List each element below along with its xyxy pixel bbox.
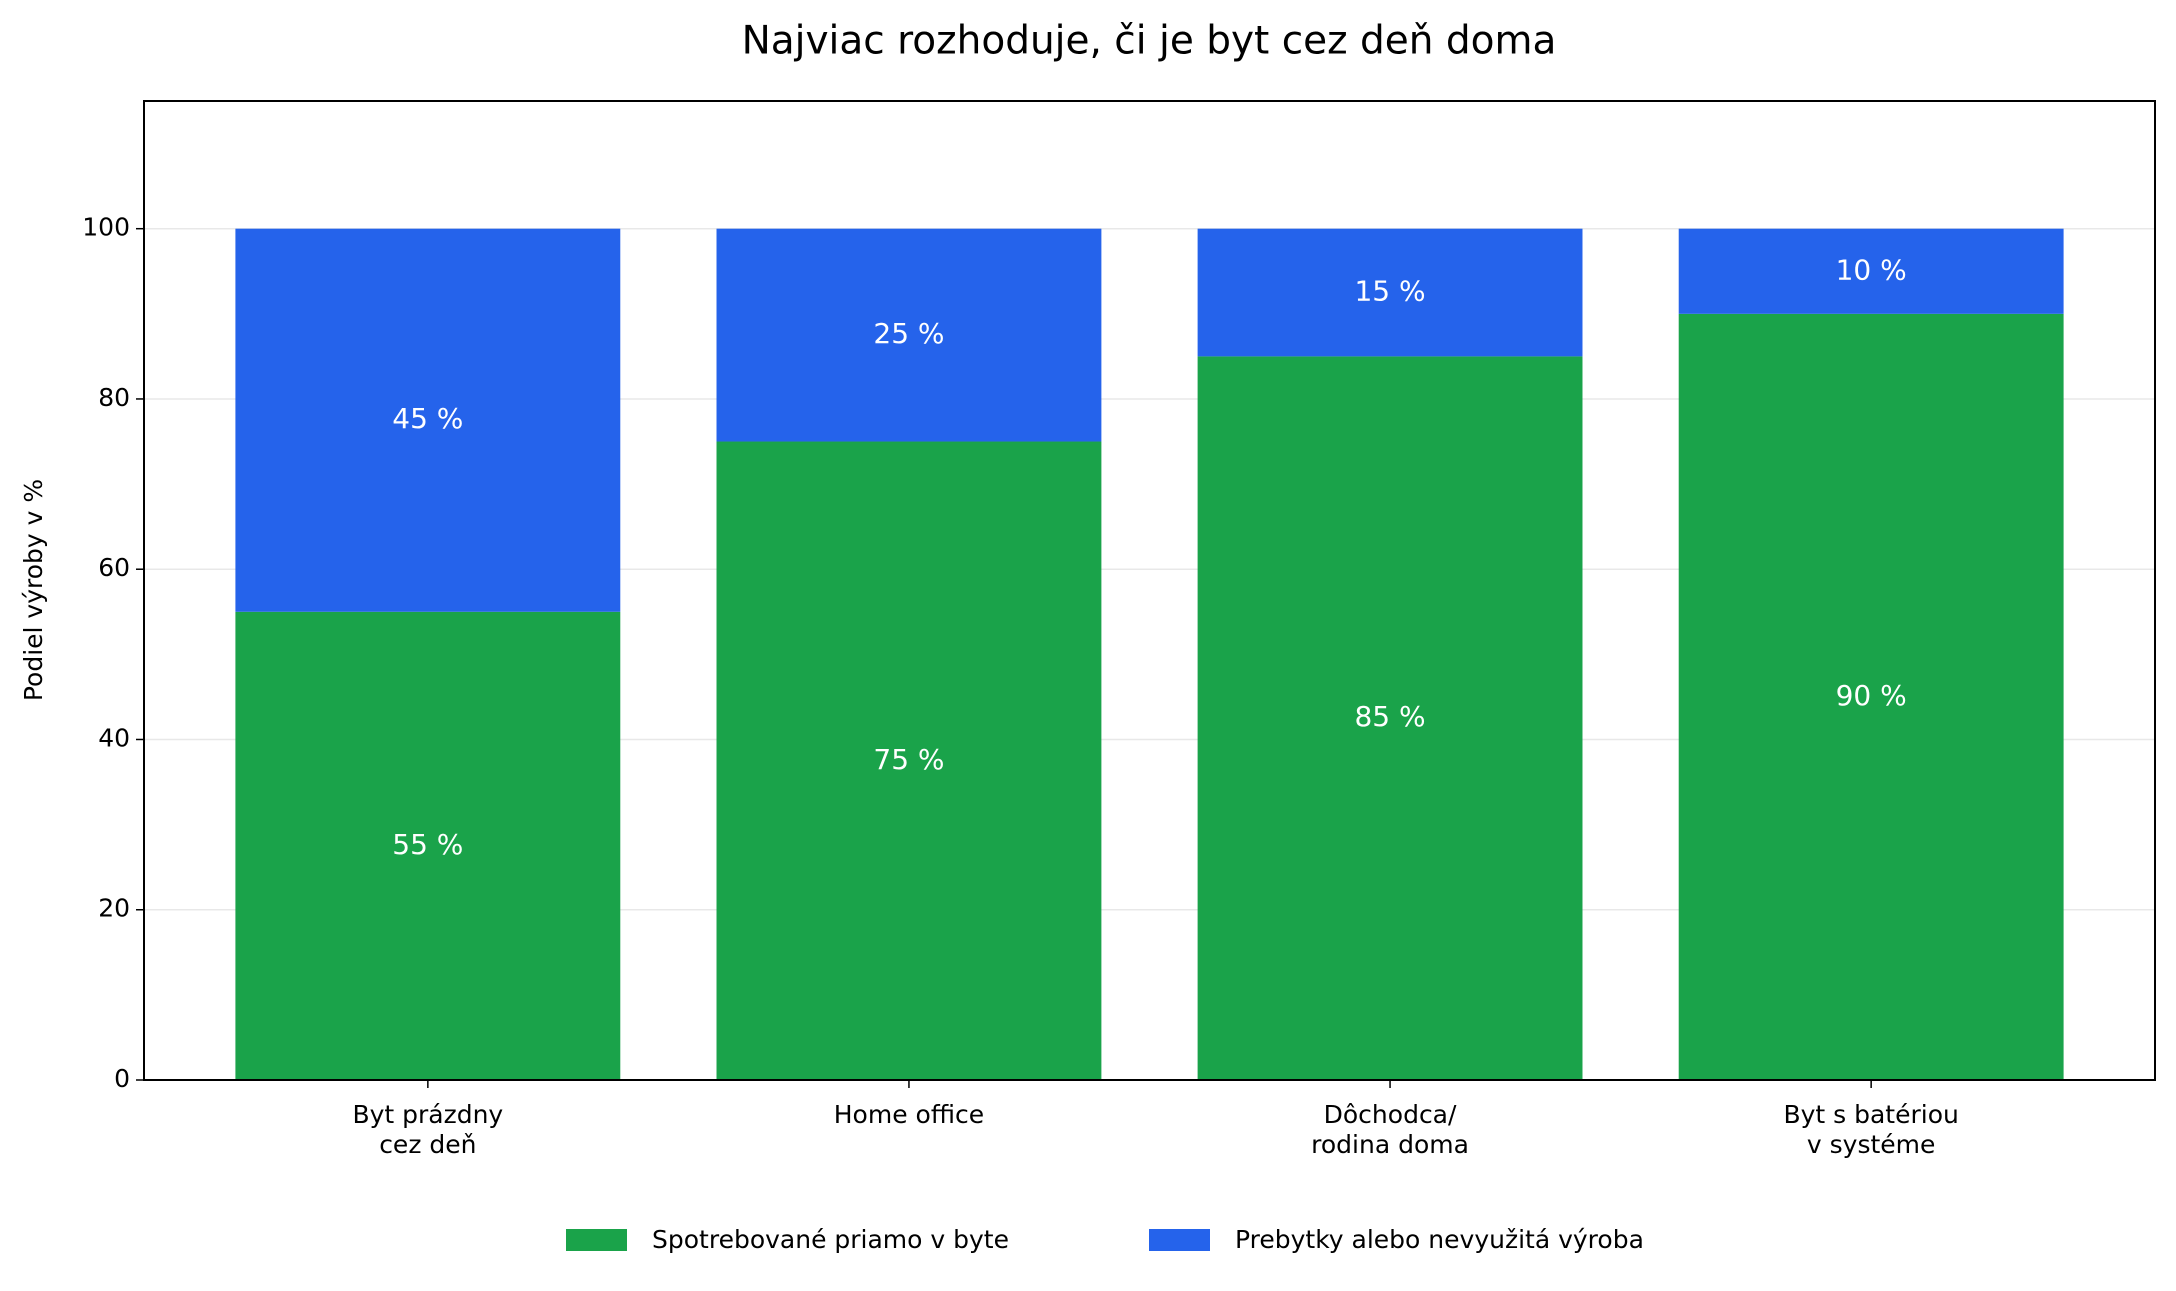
legend-swatch — [566, 1229, 627, 1251]
bar-segment — [1678, 228, 2064, 314]
y-axis-label: Podiel výroby v % — [19, 479, 48, 701]
bar-segment — [1678, 313, 2064, 1081]
x-tick-label: Byt prázdny cez deň — [352, 1100, 503, 1159]
y-tick-label: 60 — [98, 553, 130, 582]
value-label: 45 % — [392, 402, 463, 435]
y-tick-label: 40 — [98, 723, 130, 752]
legend-label: Spotrebované priamo v byte — [652, 1225, 1009, 1254]
value-label: 75 % — [873, 743, 944, 776]
value-label: 55 % — [392, 828, 463, 861]
x-tick-label: Home office — [834, 1100, 984, 1129]
legend-label: Prebytky alebo nevyužitá výroba — [1235, 1225, 1644, 1254]
chart-title: Najviac rozhoduje, či je byt cez deň dom… — [742, 19, 1557, 64]
bar-segment — [716, 441, 1102, 1080]
x-tick-label: Byt s batériou v systéme — [1783, 1100, 1958, 1159]
bar-segment — [235, 611, 621, 1080]
y-tick-label: 20 — [98, 894, 130, 923]
bar-segment — [1197, 228, 1583, 357]
value-label: 15 % — [1354, 275, 1425, 308]
value-label: 10 % — [1836, 253, 1907, 286]
value-label: 90 % — [1836, 679, 1907, 712]
value-label: 85 % — [1354, 700, 1425, 733]
plot-frame — [143, 100, 2156, 1081]
legend-swatch — [1149, 1229, 1210, 1251]
bar-segment — [716, 228, 1102, 442]
value-label: 25 % — [873, 317, 944, 350]
y-tick-label: 0 — [114, 1064, 130, 1093]
bar-segment — [1197, 356, 1583, 1080]
x-tick-label: Dôchodca/rodina doma — [1311, 1100, 1469, 1159]
bar-segment — [235, 228, 621, 612]
y-tick-label: 100 — [82, 213, 130, 242]
y-tick-label: 80 — [98, 383, 130, 412]
